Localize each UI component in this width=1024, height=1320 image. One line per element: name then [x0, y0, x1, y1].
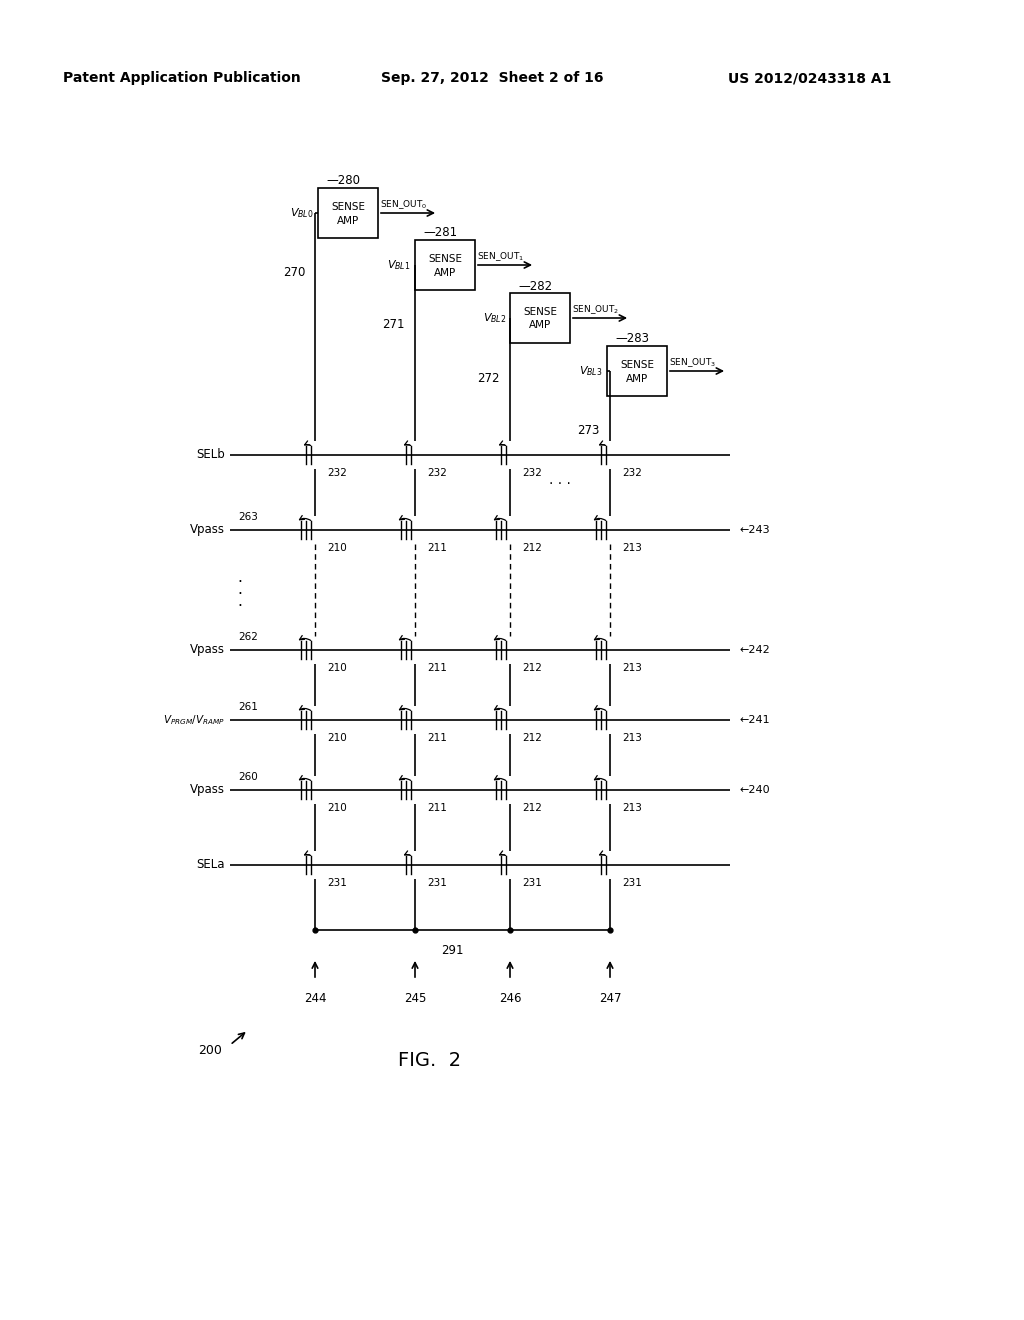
- Text: 261: 261: [238, 702, 258, 711]
- Text: 211: 211: [427, 733, 446, 743]
- Text: —282: —282: [518, 280, 552, 293]
- Text: ←241: ←241: [740, 715, 771, 725]
- Text: $V_{PRGM}/V_{RAMP}$: $V_{PRGM}/V_{RAMP}$: [163, 713, 225, 727]
- Text: —281: —281: [423, 227, 457, 239]
- Text: 211: 211: [427, 803, 446, 813]
- Text: 200: 200: [198, 1044, 222, 1056]
- Text: . . .: . . .: [549, 473, 571, 487]
- Text: 272: 272: [477, 371, 500, 384]
- Text: SEN_OUT$_0$: SEN_OUT$_0$: [380, 198, 427, 211]
- Text: Patent Application Publication: Patent Application Publication: [63, 71, 301, 84]
- Text: 263: 263: [238, 512, 258, 521]
- Text: 231: 231: [522, 878, 542, 888]
- Text: 232: 232: [522, 469, 542, 478]
- Text: 244: 244: [304, 991, 327, 1005]
- Text: SENSE: SENSE: [523, 308, 557, 317]
- Text: Vpass: Vpass: [190, 784, 225, 796]
- Text: 273: 273: [578, 425, 600, 437]
- Text: .: .: [238, 582, 243, 598]
- Text: 211: 211: [427, 663, 446, 673]
- Text: 210: 210: [327, 803, 347, 813]
- Text: 210: 210: [327, 733, 347, 743]
- Text: 247: 247: [599, 991, 622, 1005]
- Text: 212: 212: [522, 803, 542, 813]
- Bar: [415, 240, 475, 290]
- Text: SEN_OUT$_1$: SEN_OUT$_1$: [477, 251, 524, 264]
- Text: 262: 262: [238, 632, 258, 642]
- Text: 231: 231: [427, 878, 446, 888]
- Text: 210: 210: [327, 543, 347, 553]
- Text: 231: 231: [622, 878, 642, 888]
- Text: $V_{BL2}$: $V_{BL2}$: [482, 312, 506, 325]
- Text: 270: 270: [283, 267, 305, 280]
- Text: 232: 232: [327, 469, 347, 478]
- Text: 211: 211: [427, 543, 446, 553]
- Text: AMP: AMP: [626, 374, 648, 384]
- Text: SEN_OUT$_3$: SEN_OUT$_3$: [669, 356, 716, 370]
- Text: 213: 213: [622, 663, 642, 673]
- Text: SELb: SELb: [197, 449, 225, 462]
- Text: ←243: ←243: [740, 525, 771, 535]
- Text: 231: 231: [327, 878, 347, 888]
- Text: AMP: AMP: [434, 268, 456, 277]
- Bar: [510, 293, 570, 343]
- Text: Vpass: Vpass: [190, 644, 225, 656]
- Text: 212: 212: [522, 663, 542, 673]
- Text: 260: 260: [239, 772, 258, 781]
- Text: ←240: ←240: [740, 785, 771, 795]
- Text: 271: 271: [383, 318, 406, 331]
- Text: —280: —280: [326, 174, 360, 187]
- Text: —283: —283: [615, 333, 649, 346]
- Bar: [318, 187, 378, 238]
- Text: 210: 210: [327, 663, 347, 673]
- Text: 245: 245: [403, 991, 426, 1005]
- Text: 246: 246: [499, 991, 521, 1005]
- Text: 213: 213: [622, 803, 642, 813]
- Text: $V_{BL3}$: $V_{BL3}$: [580, 364, 603, 378]
- Text: Vpass: Vpass: [190, 524, 225, 536]
- Text: 213: 213: [622, 733, 642, 743]
- Text: $V_{BL0}$: $V_{BL0}$: [291, 206, 314, 220]
- Text: SEN_OUT$_2$: SEN_OUT$_2$: [572, 304, 620, 317]
- Text: AMP: AMP: [528, 321, 551, 330]
- Text: SENSE: SENSE: [620, 360, 654, 370]
- Text: SELa: SELa: [197, 858, 225, 871]
- Text: ←242: ←242: [740, 645, 771, 655]
- Text: .: .: [238, 570, 243, 586]
- Text: .: .: [238, 594, 243, 610]
- Text: $V_{BL1}$: $V_{BL1}$: [387, 259, 411, 272]
- Text: SENSE: SENSE: [331, 202, 365, 213]
- Text: 291: 291: [441, 944, 464, 957]
- Text: 213: 213: [622, 543, 642, 553]
- Text: SENSE: SENSE: [428, 253, 462, 264]
- Bar: [607, 346, 667, 396]
- Text: 212: 212: [522, 543, 542, 553]
- Text: FIG.  2: FIG. 2: [398, 1051, 462, 1069]
- Text: 232: 232: [622, 469, 642, 478]
- Text: 212: 212: [522, 733, 542, 743]
- Text: 232: 232: [427, 469, 446, 478]
- Text: US 2012/0243318 A1: US 2012/0243318 A1: [728, 71, 892, 84]
- Text: AMP: AMP: [337, 215, 359, 226]
- Text: Sep. 27, 2012  Sheet 2 of 16: Sep. 27, 2012 Sheet 2 of 16: [381, 71, 603, 84]
